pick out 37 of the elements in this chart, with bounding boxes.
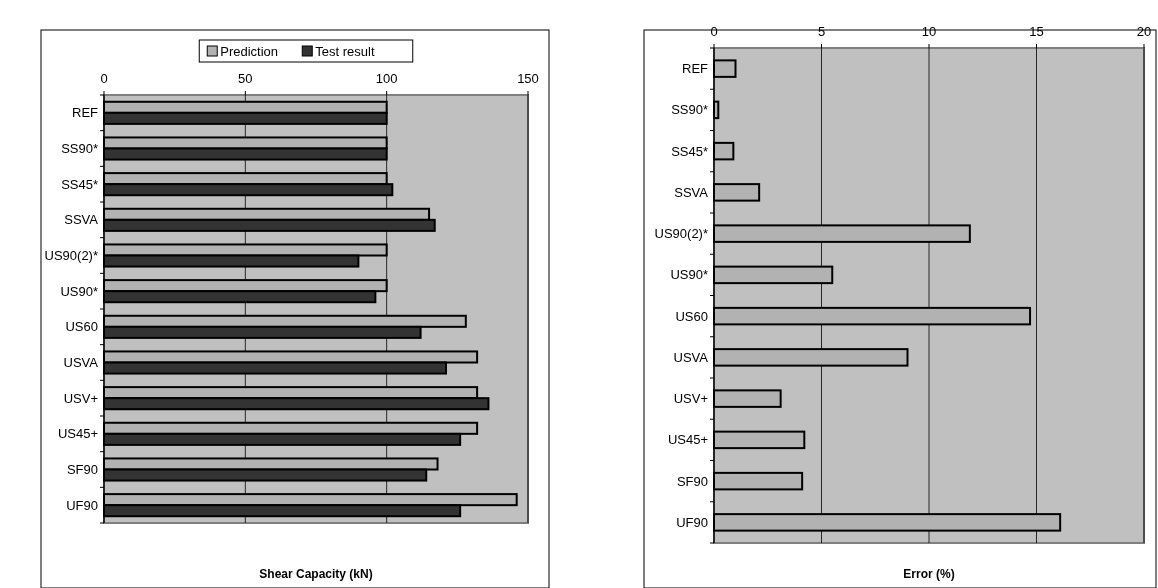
y-tick-label: REF [682,61,709,77]
y-tick-label: US60 [675,308,708,324]
y-tick-label: US90* [670,267,708,283]
x-axis-title: Error (%) [903,567,955,581]
x-tick-label: 50 [238,71,253,86]
legend-label: Prediction [220,43,279,59]
y-tick-label: US90(2)* [654,226,708,242]
y-tick-label: US90(2)* [44,248,98,264]
y-tick-label: SSVA [64,212,99,228]
y-tick-label: USVA [673,349,709,365]
y-tick-label: US45+ [57,426,98,442]
x-tick-label: 5 [817,24,826,39]
y-tick-label: US90* [60,283,98,299]
x-tick-label: 10 [921,24,937,39]
x-tick-label: 0 [710,24,718,39]
y-tick-label: SF90 [676,473,708,489]
y-tick-label: SS45* [61,176,98,192]
x-tick-label: 150 [517,71,539,86]
y-tick-label: SF90 [66,462,98,478]
y-tick-label: SSVA [674,184,709,200]
y-tick-label: UF90 [676,514,708,530]
x-tick-label: 15 [1029,24,1044,39]
x-tick-label: 100 [375,71,398,86]
x-tick-label: 0 [100,71,108,86]
y-tick-label: USVA [63,355,99,371]
legend-label: Test result [315,43,375,59]
x-axis-title: Shear Capacity (kN) [259,567,373,581]
y-tick-label: USV+ [63,390,98,406]
y-tick-label: USV+ [673,391,708,407]
y-tick-label: SS45* [671,143,708,159]
y-tick-label: US60 [65,319,98,335]
y-tick-label: REF [72,105,99,121]
y-tick-label: SS90* [61,141,98,157]
y-tick-label: SS90* [671,102,708,118]
y-tick-label: US45+ [667,432,708,448]
x-tick-label: 20 [1136,24,1152,39]
y-tick-label: UF90 [66,497,98,513]
